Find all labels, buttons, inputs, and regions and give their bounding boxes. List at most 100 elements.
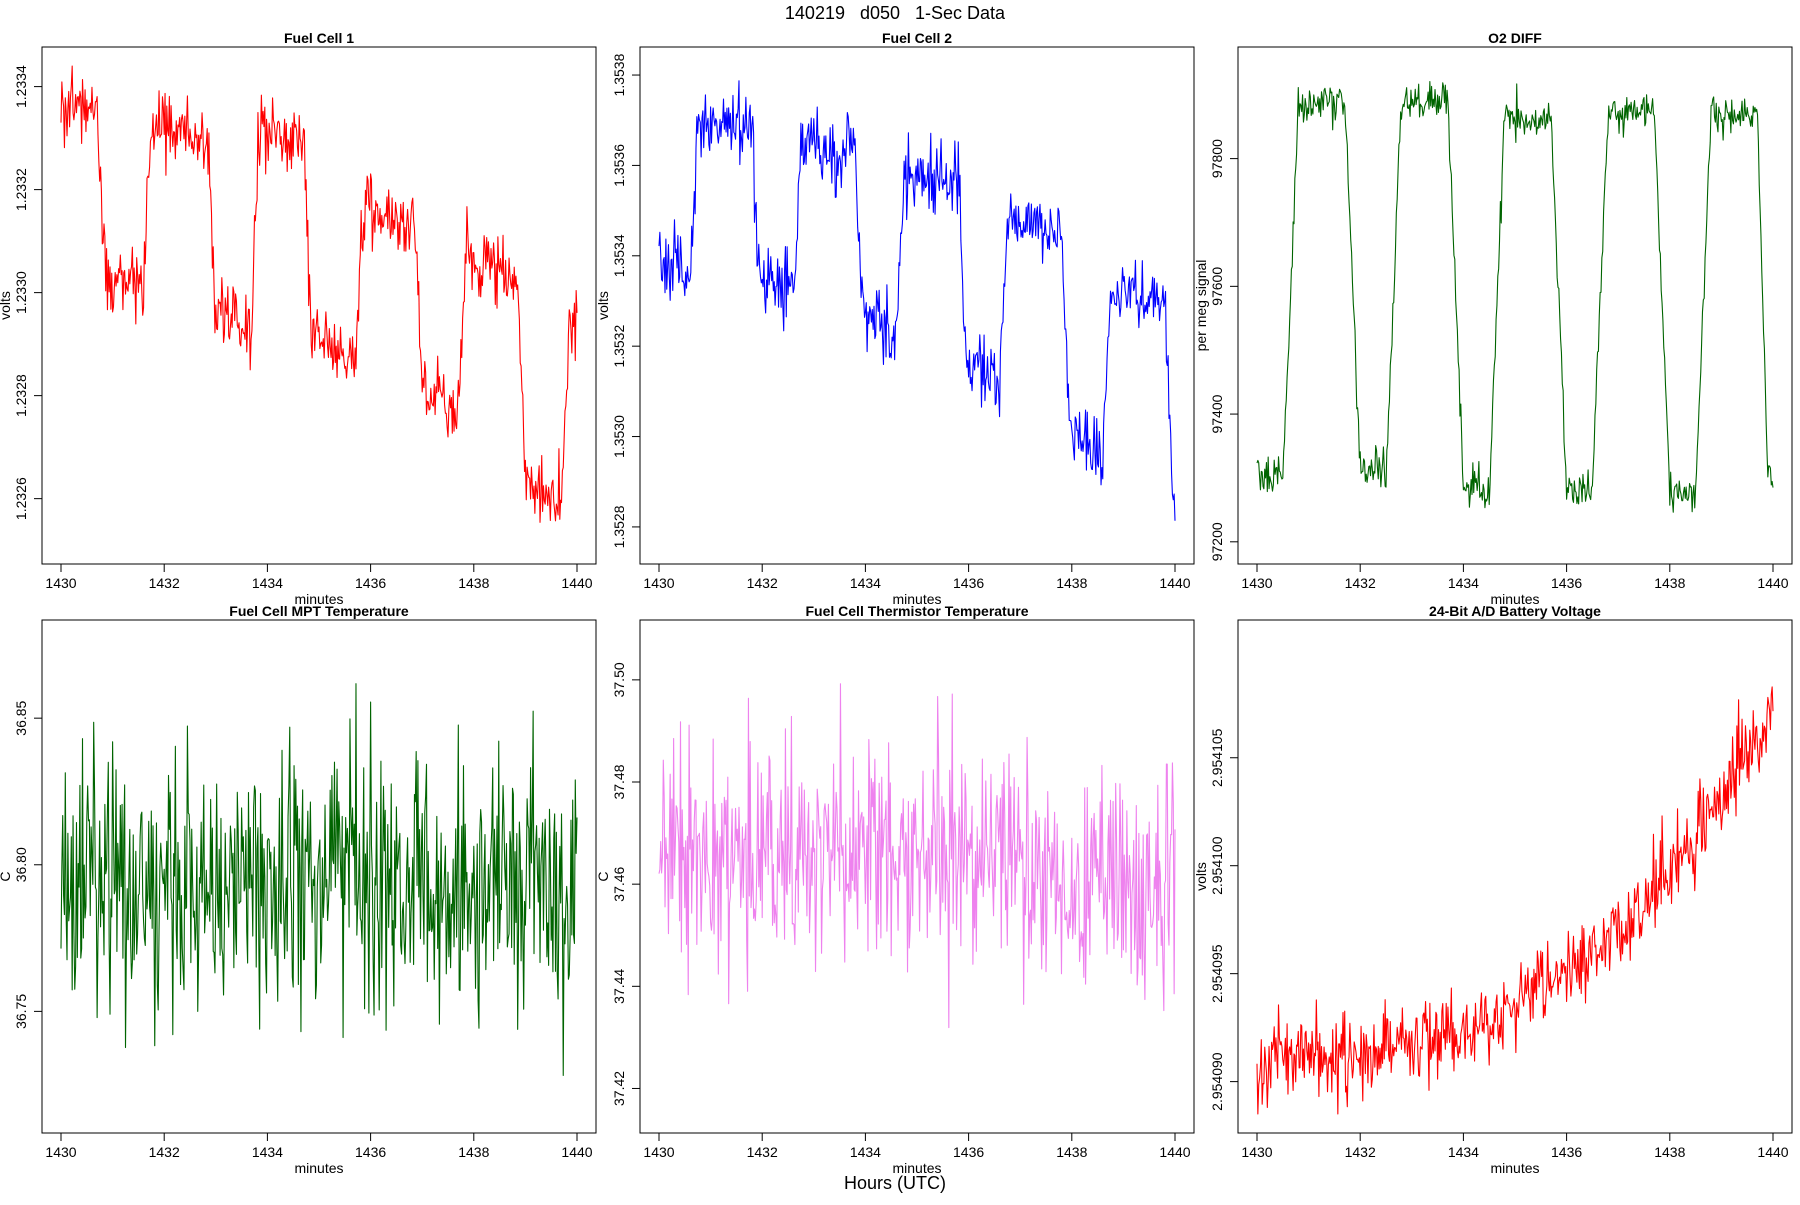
x-tick-label: 1434 xyxy=(252,575,283,591)
x-tick-label: 1440 xyxy=(1159,1144,1190,1160)
y-axis-label: per meg signal xyxy=(1193,260,1209,352)
y-axis-label: volts xyxy=(595,291,611,320)
x-axis-label: minutes xyxy=(294,1160,343,1176)
y-tick-label: 36.80 xyxy=(13,847,29,882)
y-axis-label: C xyxy=(0,871,13,881)
data-line-fuel-cell-1 xyxy=(60,65,578,523)
y-tick-label: 1.3534 xyxy=(611,234,627,277)
figure-title: 140219 d050 1-Sec Data xyxy=(785,3,1006,23)
x-tick-label: 1440 xyxy=(561,1144,592,1160)
x-tick-label: 1430 xyxy=(643,1144,674,1160)
y-tick-label: 1.3536 xyxy=(611,144,627,187)
y-tick-label: 1.2330 xyxy=(13,271,29,314)
x-tick-label: 1438 xyxy=(1056,1144,1087,1160)
y-tick-label: 2.954105 xyxy=(1209,728,1225,787)
x-tick-label: 1440 xyxy=(561,575,592,591)
x-tick-label: 1434 xyxy=(252,1144,283,1160)
x-tick-label: 1440 xyxy=(1159,575,1190,591)
panel-title: O2 DIFF xyxy=(1488,30,1542,46)
data-line-24-bit-a-d-battery-voltage xyxy=(1256,686,1774,1115)
x-tick-label: 1438 xyxy=(458,1144,489,1160)
x-tick-label: 1432 xyxy=(149,1144,180,1160)
data-line-o2-diff xyxy=(1256,81,1774,513)
x-tick-label: 1432 xyxy=(747,1144,778,1160)
x-axis-label: minutes xyxy=(294,591,343,607)
data-line-fuel-cell-2 xyxy=(658,80,1176,521)
x-tick-label: 1434 xyxy=(850,575,881,591)
panel-title: Fuel Cell MPT Temperature xyxy=(229,603,409,619)
panel-title: Fuel Cell Thermistor Temperature xyxy=(805,603,1028,619)
x-axis-label: minutes xyxy=(1490,591,1539,607)
x-tick-label: 1438 xyxy=(458,575,489,591)
y-tick-label: 37.44 xyxy=(611,969,627,1004)
y-tick-label: 2.954090 xyxy=(1209,1052,1225,1111)
x-tick-label: 1432 xyxy=(747,575,778,591)
x-tick-label: 1436 xyxy=(953,1144,984,1160)
figure-footer-label: Hours (UTC) xyxy=(844,1173,946,1193)
x-tick-label: 1430 xyxy=(1241,575,1272,591)
x-tick-label: 1430 xyxy=(1241,1144,1272,1160)
panel-5: Fuel Cell Thermistor Temperature 1430 1432… xyxy=(595,603,1195,1176)
x-tick-label: 1432 xyxy=(149,575,180,591)
y-tick-label: 36.75 xyxy=(13,994,29,1029)
y-tick-label: 37.50 xyxy=(611,662,627,697)
x-tick-label: 1432 xyxy=(1345,1144,1376,1160)
panel-4: Fuel Cell MPT Temperature 1430 1432 1434 143… xyxy=(0,603,597,1176)
y-tick-label: 97800 xyxy=(1209,139,1225,178)
panel-title: 24-Bit A/D Battery Voltage xyxy=(1429,603,1601,619)
y-tick-label: 1.2328 xyxy=(13,374,29,417)
x-tick-label: 1430 xyxy=(643,575,674,591)
x-axis-label: minutes xyxy=(892,591,941,607)
y-axis-label: volts xyxy=(0,291,13,320)
x-tick-label: 1436 xyxy=(355,1144,386,1160)
data-line-fuel-cell-mpt-temperature xyxy=(60,683,578,1076)
y-axis-label: volts xyxy=(1193,862,1209,891)
x-tick-label: 1438 xyxy=(1654,1144,1685,1160)
panel-1: Fuel Cell 1 1430 1432 1434 1436 1438 1440 minut… xyxy=(0,30,597,607)
y-tick-label: 1.2332 xyxy=(13,168,29,211)
y-tick-label: 97400 xyxy=(1209,394,1225,433)
y-tick-label: 37.48 xyxy=(611,764,627,799)
panel-title: Fuel Cell 1 xyxy=(284,30,354,46)
plot-frame xyxy=(639,46,1195,565)
panel-2: Fuel Cell 2 1430 1432 1434 1436 1438 1440 minut… xyxy=(595,30,1195,607)
x-tick-label: 1430 xyxy=(45,1144,76,1160)
y-tick-label: 1.3530 xyxy=(611,415,627,458)
y-tick-label: 37.46 xyxy=(611,866,627,901)
x-tick-label: 1438 xyxy=(1654,575,1685,591)
data-line-fuel-cell-thermistor-temperature xyxy=(658,683,1176,1029)
panel-6: 24-Bit A/D Battery Voltage 1430 1432 1434 14… xyxy=(1193,603,1793,1176)
y-tick-label: 1.3528 xyxy=(611,505,627,548)
x-tick-label: 1432 xyxy=(1345,575,1376,591)
x-tick-label: 1436 xyxy=(1551,575,1582,591)
y-tick-label: 2.954095 xyxy=(1209,944,1225,1003)
x-tick-label: 1434 xyxy=(850,1144,881,1160)
x-tick-label: 1436 xyxy=(953,575,984,591)
y-tick-label: 1.2326 xyxy=(13,477,29,520)
x-tick-label: 1434 xyxy=(1448,1144,1479,1160)
y-tick-label: 97200 xyxy=(1209,522,1225,561)
x-tick-label: 1430 xyxy=(45,575,76,591)
panel-title: Fuel Cell 2 xyxy=(882,30,952,46)
y-tick-label: 1.3532 xyxy=(611,325,627,368)
x-tick-label: 1436 xyxy=(355,575,386,591)
x-tick-label: 1434 xyxy=(1448,575,1479,591)
plot-frame xyxy=(639,619,1195,1134)
plot-frame xyxy=(41,46,597,565)
x-tick-label: 1438 xyxy=(1056,575,1087,591)
y-tick-label: 2.954100 xyxy=(1209,836,1225,895)
x-tick-label: 1440 xyxy=(1757,575,1788,591)
y-tick-label: 1.2334 xyxy=(13,65,29,108)
y-tick-label: 97600 xyxy=(1209,267,1225,306)
x-axis-label: minutes xyxy=(1490,1160,1539,1176)
y-tick-label: 1.3538 xyxy=(611,53,627,96)
panel-3: O2 DIFF 1430 1432 1434 1436 1438 1440 minutes 97… xyxy=(1193,30,1793,607)
x-tick-label: 1436 xyxy=(1551,1144,1582,1160)
x-axis-label: minutes xyxy=(892,1160,941,1176)
y-axis-label: C xyxy=(595,871,611,881)
x-tick-label: 1440 xyxy=(1757,1144,1788,1160)
y-tick-label: 37.42 xyxy=(611,1071,627,1106)
y-tick-label: 36.85 xyxy=(13,700,29,735)
